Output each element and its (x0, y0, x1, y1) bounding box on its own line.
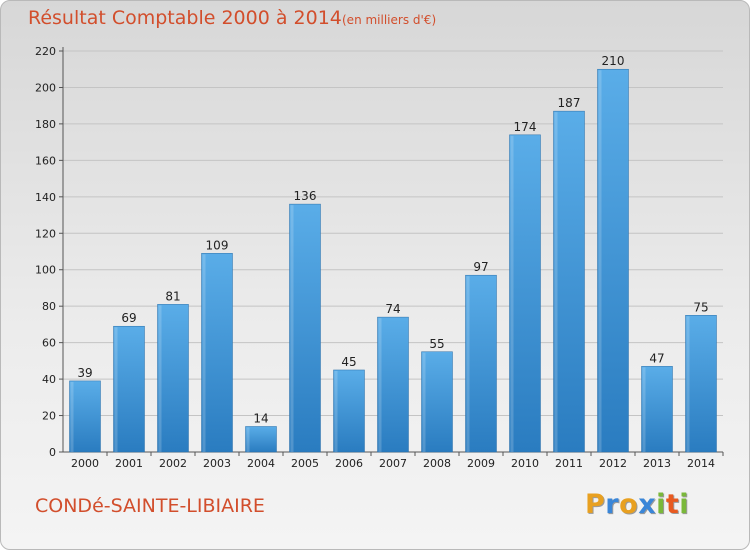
data-label-2008: 55 (429, 337, 444, 351)
data-label-2007: 74 (385, 302, 400, 316)
chart-title: Résultat Comptable 2000 à 2014 (28, 7, 342, 29)
bars: 39 69 81 109 14 136 45 74 55 97 174 187 210 47 75 (69, 54, 717, 453)
x-tick-label-2004: 2004 (247, 457, 275, 470)
x-tick-label-2008: 2008 (423, 457, 451, 470)
x-tick-label-2007: 2007 (379, 457, 407, 470)
bar-2010 (509, 134, 541, 453)
y-tick-label: 80 (42, 300, 56, 313)
data-label-2011: 187 (558, 96, 581, 110)
bar-2006 (333, 369, 365, 453)
y-tick-label: 160 (35, 154, 56, 167)
bar-2007 (377, 316, 409, 453)
y-tick-label: 220 (35, 45, 56, 58)
logo-letter: P (585, 489, 606, 520)
logo-letter: i (656, 489, 666, 520)
x-tick-label-2006: 2006 (335, 457, 363, 470)
bar-highlight (246, 427, 250, 452)
data-label-2009: 97 (473, 260, 488, 274)
logo-letter: x (638, 489, 657, 520)
x-tick-label-2012: 2012 (599, 457, 627, 470)
data-label-2005: 136 (294, 189, 317, 203)
data-label-2006: 45 (341, 355, 356, 369)
axes: 0 20 40 60 80 100 120 140 160 180 200 220 2000 2001 20… (35, 45, 724, 470)
bar-2008 (421, 351, 453, 453)
y-tick-label: 140 (35, 191, 56, 204)
data-label-2012: 210 (602, 54, 625, 68)
bar-highlight (202, 254, 206, 452)
x-tick-label-2001: 2001 (115, 457, 143, 470)
y-tick-label: 60 (42, 337, 56, 350)
data-label-2002: 81 (165, 289, 180, 303)
bar-2005 (289, 203, 321, 453)
bar-2002 (157, 304, 189, 453)
y-tick-label: 0 (49, 446, 56, 459)
bar-2014 (685, 315, 717, 453)
x-tick-label-2011: 2011 (555, 457, 583, 470)
bar-highlight (114, 327, 118, 452)
bar-highlight (158, 305, 162, 452)
bar-highlight (70, 381, 74, 452)
x-tick-label-2009: 2009 (467, 457, 495, 470)
bar-highlight (422, 352, 426, 452)
x-tick-label-2003: 2003 (203, 457, 231, 470)
y-tick-label: 120 (35, 227, 56, 240)
data-label-2001: 69 (121, 311, 136, 325)
bar-2013 (641, 366, 673, 453)
data-label-2000: 39 (77, 366, 92, 380)
chart-subtitle: (en milliers d'€) (342, 13, 437, 27)
logo-letter: o (619, 489, 639, 520)
bar-highlight (598, 70, 602, 453)
x-tick-label-2014: 2014 (687, 457, 715, 470)
bar-2004 (245, 426, 277, 453)
bar-2000 (69, 380, 101, 453)
bar-highlight (334, 370, 338, 452)
y-tick-label: 40 (42, 373, 56, 386)
data-label-2010: 174 (514, 120, 537, 134)
y-tick-label: 200 (35, 81, 56, 94)
bar-highlight (510, 135, 514, 452)
y-tick-label: 20 (42, 410, 56, 423)
x-tick-label-2002: 2002 (159, 457, 187, 470)
logo-letter: r (605, 489, 620, 520)
data-label-2004: 14 (253, 411, 268, 425)
bar-highlight (466, 276, 470, 452)
data-label-2003: 109 (206, 238, 229, 252)
bar-highlight (290, 205, 294, 452)
bar-highlight (554, 112, 558, 453)
data-label-2013: 47 (649, 351, 664, 365)
bar-2003 (201, 253, 233, 453)
bar-2012 (597, 68, 629, 453)
bar-highlight (686, 316, 690, 452)
bar-highlight (378, 318, 382, 452)
bar-2011 (553, 110, 585, 453)
proxiti-logo: Proxiti (585, 489, 689, 520)
logo-letter: t (665, 489, 680, 520)
y-tick-label: 180 (35, 118, 56, 131)
bar-highlight (642, 367, 646, 452)
commune-name: CONDé-SAINTE-LIBIAIRE (35, 495, 265, 517)
x-tick-label-2010: 2010 (511, 457, 539, 470)
data-label-2014: 75 (693, 300, 708, 314)
x-tick-label-2000: 2000 (71, 457, 99, 470)
bar-2009 (465, 274, 497, 453)
y-tick-label: 100 (35, 264, 56, 277)
x-tick-label-2013: 2013 (643, 457, 671, 470)
bar-2001 (113, 325, 145, 453)
logo-letter: i (679, 489, 690, 520)
x-tick-label-2005: 2005 (291, 457, 319, 470)
